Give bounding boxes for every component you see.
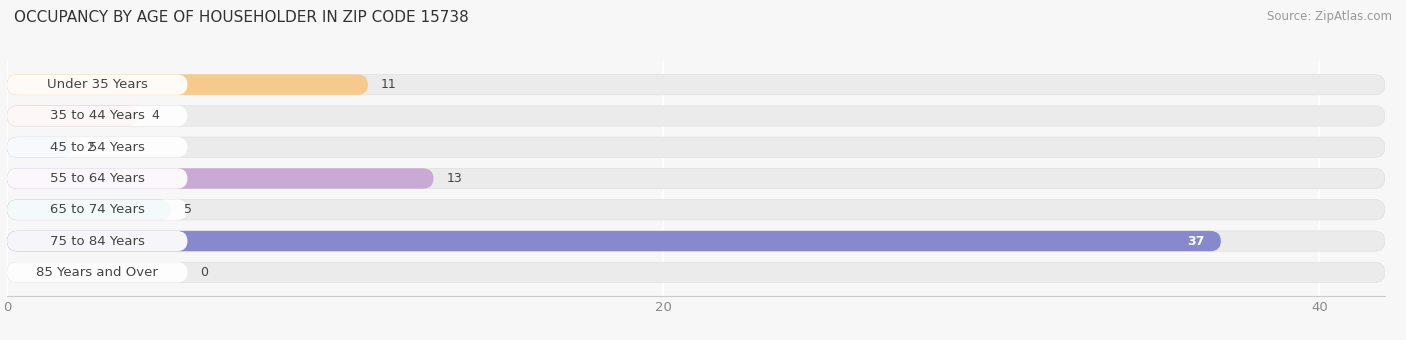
Text: Source: ZipAtlas.com: Source: ZipAtlas.com [1267, 10, 1392, 23]
Text: 55 to 64 Years: 55 to 64 Years [49, 172, 145, 185]
FancyBboxPatch shape [7, 168, 187, 189]
FancyBboxPatch shape [7, 231, 1385, 251]
FancyBboxPatch shape [7, 168, 1385, 189]
FancyBboxPatch shape [7, 137, 1385, 157]
FancyBboxPatch shape [7, 106, 187, 126]
Text: 11: 11 [381, 78, 396, 91]
Text: 0: 0 [201, 266, 208, 279]
FancyBboxPatch shape [7, 231, 1220, 251]
Text: 65 to 74 Years: 65 to 74 Years [49, 203, 145, 216]
FancyBboxPatch shape [7, 200, 187, 220]
FancyBboxPatch shape [7, 200, 1385, 220]
FancyBboxPatch shape [7, 231, 187, 251]
Text: 5: 5 [184, 203, 193, 216]
FancyBboxPatch shape [7, 74, 1385, 95]
Text: 85 Years and Over: 85 Years and Over [37, 266, 159, 279]
FancyBboxPatch shape [7, 262, 187, 283]
Text: 4: 4 [152, 109, 159, 122]
Text: 75 to 84 Years: 75 to 84 Years [49, 235, 145, 248]
Text: 2: 2 [86, 141, 94, 154]
FancyBboxPatch shape [7, 137, 73, 157]
FancyBboxPatch shape [7, 137, 187, 157]
FancyBboxPatch shape [7, 200, 172, 220]
FancyBboxPatch shape [7, 168, 433, 189]
FancyBboxPatch shape [7, 106, 138, 126]
Text: 13: 13 [447, 172, 463, 185]
Text: 37: 37 [1187, 235, 1205, 248]
Text: OCCUPANCY BY AGE OF HOUSEHOLDER IN ZIP CODE 15738: OCCUPANCY BY AGE OF HOUSEHOLDER IN ZIP C… [14, 10, 468, 25]
Text: 35 to 44 Years: 35 to 44 Years [49, 109, 145, 122]
Text: Under 35 Years: Under 35 Years [46, 78, 148, 91]
FancyBboxPatch shape [7, 74, 368, 95]
Text: 45 to 54 Years: 45 to 54 Years [49, 141, 145, 154]
FancyBboxPatch shape [7, 106, 1385, 126]
FancyBboxPatch shape [7, 262, 1385, 283]
FancyBboxPatch shape [7, 74, 187, 95]
